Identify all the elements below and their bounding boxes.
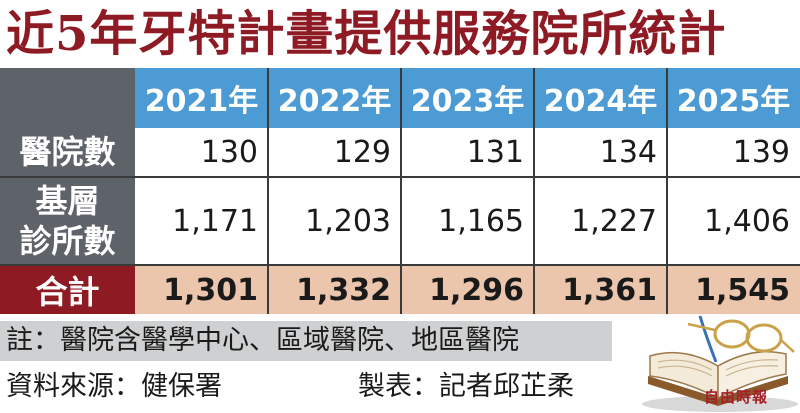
cell-clinics-2022: 1,203 [268,178,401,264]
column-header-2024: 2024年 [534,68,667,128]
cell-hospitals-2024: 134 [534,128,667,176]
book-glasses-illustration [642,315,798,412]
cell-hospitals-2025: 139 [667,128,800,176]
column-divider [666,68,668,314]
column-header-2023: 2023年 [401,68,534,128]
row-label-total: 合計 [0,266,135,314]
publisher-logo: 自由時報 [704,388,769,406]
row-divider [0,176,800,178]
cell-total-2022: 1,332 [268,266,401,314]
cell-hospitals-2022: 129 [268,128,401,176]
cell-clinics-2024: 1,227 [534,178,667,264]
column-header-2025: 2025年 [667,68,800,128]
cell-total-2024: 1,361 [534,266,667,314]
row-divider [0,264,800,266]
table-corner [0,68,135,128]
column-header-2022: 2022年 [268,68,401,128]
row-label-hospitals-text: 醫院數 [19,133,116,171]
row-label-hospitals: 醫院數 [0,128,135,176]
column-divider [267,68,269,314]
column-header-2021: 2021年 [135,68,268,128]
row-label-clinics-line1: 基層 [35,182,100,220]
data-source: 資料來源：健保署 [6,371,222,402]
row-label-clinics: 基層 診所數 [0,178,135,264]
column-divider [533,68,535,314]
cell-clinics-2025: 1,406 [667,178,800,264]
footnote: 註：醫院含醫學中心、區域醫院、地區醫院 [0,321,612,361]
cell-total-2023: 1,296 [401,266,534,314]
cell-clinics-2021: 1,171 [135,178,268,264]
cell-total-2021: 1,301 [135,266,268,314]
cell-hospitals-2023: 131 [401,128,534,176]
column-divider [400,68,402,314]
cell-hospitals-2021: 130 [135,128,268,176]
chart-author: 製表：記者邱芷柔 [358,371,574,402]
row-label-clinics-line2: 診所數 [19,222,116,260]
cell-clinics-2023: 1,165 [401,178,534,264]
data-table: 2021年 2022年 2023年 2024年 2025年 醫院數 130 12… [0,68,800,314]
chart-title: 近5年牙特計畫提供服務院所統計 [6,6,727,62]
cell-total-2025: 1,545 [667,266,800,314]
